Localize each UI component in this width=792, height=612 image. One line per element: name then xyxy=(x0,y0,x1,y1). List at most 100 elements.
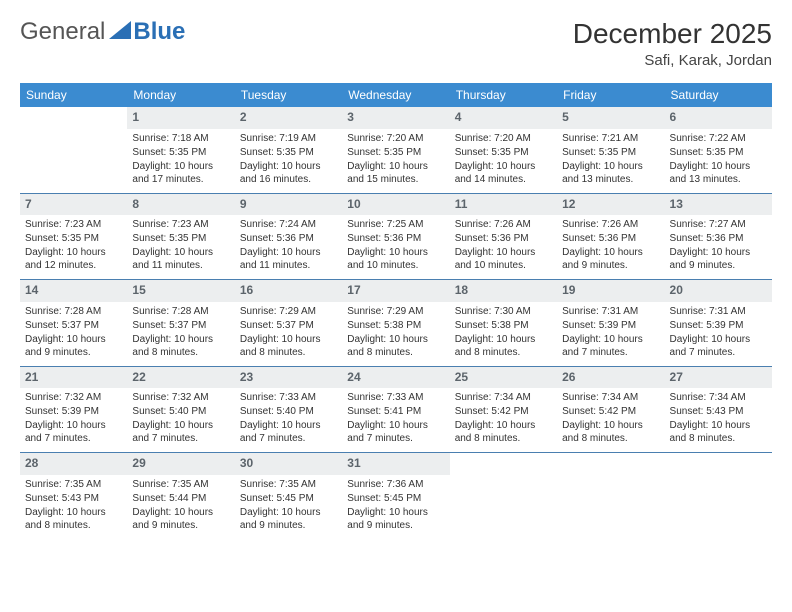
calendar-cell: 3Sunrise: 7:20 AMSunset: 5:35 PMDaylight… xyxy=(342,107,449,193)
daylight-text: Daylight: 10 hours and 11 minutes. xyxy=(132,246,229,272)
sunrise-text: Sunrise: 7:32 AM xyxy=(25,391,122,404)
daylight-text: Daylight: 10 hours and 15 minutes. xyxy=(347,160,444,186)
calendar-cell: 25Sunrise: 7:34 AMSunset: 5:42 PMDayligh… xyxy=(450,366,557,453)
sunrise-text: Sunrise: 7:21 AM xyxy=(562,132,659,145)
day-number: 6 xyxy=(665,107,772,129)
calendar-cell: 5Sunrise: 7:21 AMSunset: 5:35 PMDaylight… xyxy=(557,107,664,193)
logo-text-2: Blue xyxy=(133,18,185,46)
sunrise-text: Sunrise: 7:33 AM xyxy=(240,391,337,404)
day-number: 11 xyxy=(450,194,557,216)
day-info: Sunrise: 7:32 AMSunset: 5:40 PMDaylight:… xyxy=(130,391,231,445)
day-number: 22 xyxy=(127,367,234,389)
daylight-text: Daylight: 10 hours and 7 minutes. xyxy=(240,419,337,445)
day-number: 13 xyxy=(665,194,772,216)
day-number: 23 xyxy=(235,367,342,389)
sunrise-text: Sunrise: 7:35 AM xyxy=(25,478,122,491)
weekday-header: Sunday xyxy=(20,83,127,107)
day-info: Sunrise: 7:31 AMSunset: 5:39 PMDaylight:… xyxy=(560,305,661,359)
calendar-cell: 22Sunrise: 7:32 AMSunset: 5:40 PMDayligh… xyxy=(127,366,234,453)
day-number: 3 xyxy=(342,107,449,129)
sunrise-text: Sunrise: 7:28 AM xyxy=(25,305,122,318)
daylight-text: Daylight: 10 hours and 13 minutes. xyxy=(670,160,767,186)
sunset-text: Sunset: 5:43 PM xyxy=(670,405,767,418)
daylight-text: Daylight: 10 hours and 8 minutes. xyxy=(25,506,122,532)
day-info: Sunrise: 7:26 AMSunset: 5:36 PMDaylight:… xyxy=(453,218,554,272)
sunset-text: Sunset: 5:35 PM xyxy=(132,232,229,245)
sunrise-text: Sunrise: 7:23 AM xyxy=(132,218,229,231)
day-info: Sunrise: 7:29 AMSunset: 5:38 PMDaylight:… xyxy=(345,305,446,359)
sunset-text: Sunset: 5:35 PM xyxy=(132,146,229,159)
day-info: Sunrise: 7:36 AMSunset: 5:45 PMDaylight:… xyxy=(345,478,446,532)
sunrise-text: Sunrise: 7:29 AM xyxy=(347,305,444,318)
calendar-cell: 6Sunrise: 7:22 AMSunset: 5:35 PMDaylight… xyxy=(665,107,772,193)
day-info: Sunrise: 7:35 AMSunset: 5:43 PMDaylight:… xyxy=(23,478,124,532)
sunset-text: Sunset: 5:42 PM xyxy=(562,405,659,418)
sunset-text: Sunset: 5:40 PM xyxy=(132,405,229,418)
calendar-cell: 13Sunrise: 7:27 AMSunset: 5:36 PMDayligh… xyxy=(665,193,772,280)
daylight-text: Daylight: 10 hours and 7 minutes. xyxy=(670,333,767,359)
sunrise-text: Sunrise: 7:32 AM xyxy=(132,391,229,404)
sunset-text: Sunset: 5:35 PM xyxy=(240,146,337,159)
day-info: Sunrise: 7:25 AMSunset: 5:36 PMDaylight:… xyxy=(345,218,446,272)
daylight-text: Daylight: 10 hours and 8 minutes. xyxy=(132,333,229,359)
daylight-text: Daylight: 10 hours and 17 minutes. xyxy=(132,160,229,186)
sunset-text: Sunset: 5:39 PM xyxy=(562,319,659,332)
day-info: Sunrise: 7:21 AMSunset: 5:35 PMDaylight:… xyxy=(560,132,661,186)
daylight-text: Daylight: 10 hours and 8 minutes. xyxy=(240,333,337,359)
weekday-header: Wednesday xyxy=(342,83,449,107)
sunrise-text: Sunrise: 7:18 AM xyxy=(132,132,229,145)
sunset-text: Sunset: 5:35 PM xyxy=(25,232,122,245)
day-number: 1 xyxy=(127,107,234,129)
day-number: 2 xyxy=(235,107,342,129)
calendar-cell: 12Sunrise: 7:26 AMSunset: 5:36 PMDayligh… xyxy=(557,193,664,280)
calendar-cell xyxy=(450,453,557,539)
sunset-text: Sunset: 5:38 PM xyxy=(455,319,552,332)
day-number: 24 xyxy=(342,367,449,389)
calendar-cell: 31Sunrise: 7:36 AMSunset: 5:45 PMDayligh… xyxy=(342,453,449,539)
sunset-text: Sunset: 5:39 PM xyxy=(670,319,767,332)
day-number: 18 xyxy=(450,280,557,302)
sunset-text: Sunset: 5:35 PM xyxy=(347,146,444,159)
calendar-cell: 21Sunrise: 7:32 AMSunset: 5:39 PMDayligh… xyxy=(20,366,127,453)
sunset-text: Sunset: 5:36 PM xyxy=(240,232,337,245)
sunset-text: Sunset: 5:35 PM xyxy=(455,146,552,159)
day-info: Sunrise: 7:31 AMSunset: 5:39 PMDaylight:… xyxy=(668,305,769,359)
sunrise-text: Sunrise: 7:19 AM xyxy=(240,132,337,145)
calendar-cell: 28 Sunrise: 7:35 AMSunset: 5:43 PMDayligh… xyxy=(20,453,127,539)
day-number: 28 xyxy=(20,453,127,475)
daylight-text: Daylight: 10 hours and 9 minutes. xyxy=(240,506,337,532)
sunset-text: Sunset: 5:37 PM xyxy=(25,319,122,332)
sunrise-text: Sunrise: 7:23 AM xyxy=(25,218,122,231)
day-info: Sunrise: 7:20 AMSunset: 5:35 PMDaylight:… xyxy=(453,132,554,186)
calendar-cell: 19Sunrise: 7:31 AMSunset: 5:39 PMDayligh… xyxy=(557,280,664,367)
day-info: Sunrise: 7:32 AMSunset: 5:39 PMDaylight:… xyxy=(23,391,124,445)
day-info: Sunrise: 7:19 AMSunset: 5:35 PMDaylight:… xyxy=(238,132,339,186)
sunrise-text: Sunrise: 7:31 AM xyxy=(562,305,659,318)
sunset-text: Sunset: 5:36 PM xyxy=(347,232,444,245)
sunrise-text: Sunrise: 7:29 AM xyxy=(240,305,337,318)
sunrise-text: Sunrise: 7:26 AM xyxy=(455,218,552,231)
calendar-cell: 18Sunrise: 7:30 AMSunset: 5:38 PMDayligh… xyxy=(450,280,557,367)
sunset-text: Sunset: 5:45 PM xyxy=(240,492,337,505)
day-number: 21 xyxy=(20,367,127,389)
daylight-text: Daylight: 10 hours and 9 minutes. xyxy=(670,246,767,272)
sunrise-text: Sunrise: 7:20 AM xyxy=(455,132,552,145)
day-info: Sunrise: 7:23 AMSunset: 5:35 PMDaylight:… xyxy=(130,218,231,272)
calendar-table: SundayMondayTuesdayWednesdayThursdayFrid… xyxy=(20,83,772,539)
day-number: 25 xyxy=(450,367,557,389)
daylight-text: Daylight: 10 hours and 7 minutes. xyxy=(347,419,444,445)
calendar-cell xyxy=(665,453,772,539)
sunset-text: Sunset: 5:36 PM xyxy=(670,232,767,245)
daylight-text: Daylight: 10 hours and 9 minutes. xyxy=(347,506,444,532)
day-info: Sunrise: 7:28 AMSunset: 5:37 PMDaylight:… xyxy=(23,305,124,359)
day-info: Sunrise: 7:35 AMSunset: 5:44 PMDaylight:… xyxy=(130,478,231,532)
daylight-text: Daylight: 10 hours and 7 minutes. xyxy=(562,333,659,359)
calendar-cell xyxy=(20,107,127,193)
logo-triangle-icon xyxy=(109,18,131,46)
sunset-text: Sunset: 5:42 PM xyxy=(455,405,552,418)
day-info: Sunrise: 7:24 AMSunset: 5:36 PMDaylight:… xyxy=(238,218,339,272)
calendar-cell xyxy=(557,453,664,539)
daylight-text: Daylight: 10 hours and 10 minutes. xyxy=(347,246,444,272)
calendar-cell: 24Sunrise: 7:33 AMSunset: 5:41 PMDayligh… xyxy=(342,366,449,453)
daylight-text: Daylight: 10 hours and 10 minutes. xyxy=(455,246,552,272)
